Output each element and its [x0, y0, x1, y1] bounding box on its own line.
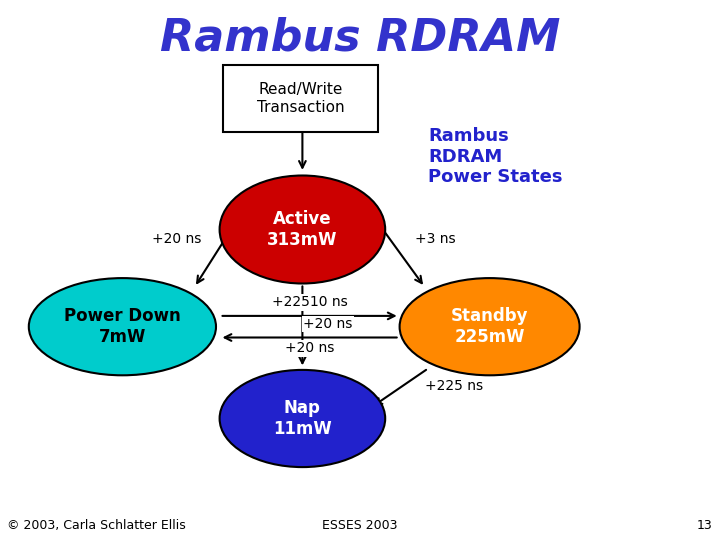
Text: +20 ns: +20 ns	[152, 232, 201, 246]
Text: Power Down
7mW: Power Down 7mW	[64, 307, 181, 346]
Text: ESSES 2003: ESSES 2003	[323, 519, 397, 532]
Ellipse shape	[220, 370, 385, 467]
Ellipse shape	[400, 278, 580, 375]
Text: +20 ns: +20 ns	[285, 341, 334, 355]
FancyBboxPatch shape	[223, 65, 378, 132]
Text: +3 ns: +3 ns	[415, 232, 456, 246]
Text: Rambus RDRAM: Rambus RDRAM	[160, 16, 560, 59]
Text: Rambus
RDRAM
Power States: Rambus RDRAM Power States	[428, 127, 563, 186]
Text: Active
313mW: Active 313mW	[267, 210, 338, 249]
Ellipse shape	[29, 278, 216, 375]
Text: Standby
225mW: Standby 225mW	[451, 307, 528, 346]
Text: Read/Write
Transaction: Read/Write Transaction	[257, 82, 344, 115]
Text: Nap
11mW: Nap 11mW	[273, 399, 332, 438]
Text: +22510 ns: +22510 ns	[271, 295, 348, 309]
Text: © 2003, Carla Schlatter Ellis: © 2003, Carla Schlatter Ellis	[7, 519, 186, 532]
Text: +225 ns: +225 ns	[425, 379, 482, 393]
Ellipse shape	[220, 176, 385, 284]
Text: 13: 13	[697, 519, 713, 532]
Text: +20 ns: +20 ns	[303, 317, 352, 331]
